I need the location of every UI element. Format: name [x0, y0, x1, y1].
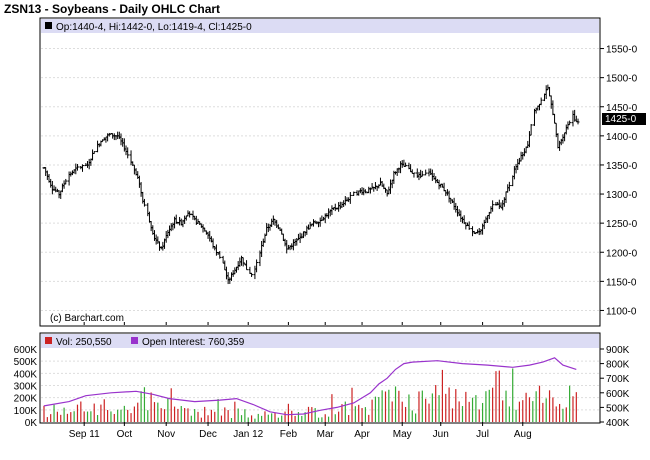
price-legend-swatch [45, 22, 52, 29]
volume-tick-label: 300K [14, 382, 38, 393]
oi-tick-label: 400K [606, 418, 630, 429]
oi-tick-label: 500K [606, 403, 630, 414]
ohlc-bars [42, 84, 580, 285]
price-tick-label: 1400-0 [606, 132, 638, 143]
oi-tick-label: 800K [606, 360, 630, 371]
price-legend: Op:1440-4, Hi:1442-0, Lo:1419-4, Cl:1425… [56, 22, 252, 33]
volume-legend-swatch [45, 337, 52, 344]
price-tick-label: 1150-0 [606, 277, 637, 288]
date-tick-label: Sep 11 [69, 429, 100, 440]
last-price-label: 1425-0 [605, 114, 637, 125]
volume-legend: Vol: 250,550 [56, 337, 112, 348]
date-axis: Sep 11 Oct Nov Dec Jan 12 Feb Mar Apr May Jun Jul A… [69, 322, 532, 440]
price-tick-label: 1500-0 [606, 74, 638, 85]
volume-tick-label: 400K [14, 369, 38, 380]
price-tick-label: 1250-0 [606, 219, 638, 230]
volume-tick-label: 600K [14, 345, 38, 356]
date-tick-label: Mar [317, 429, 335, 440]
date-tick-label: Aug [514, 429, 532, 440]
price-axis: 1550-0 1500-0 1450-0 1400-0 1350-0 1300-0 1250… [600, 45, 638, 317]
oi-legend-swatch [131, 337, 138, 344]
price-tick-label: 1100-0 [606, 306, 637, 317]
price-tick-label: 1300-0 [606, 190, 638, 201]
volume-tick-label: 500K [14, 357, 38, 368]
price-legend-bar [41, 19, 599, 33]
date-tick-label: Jun [433, 429, 449, 440]
oi-tick-label: 700K [606, 374, 630, 385]
oi-legend: Open Interest: 760,359 [142, 337, 245, 348]
date-tick-label: Apr [354, 429, 370, 440]
date-tick-label: Dec [199, 429, 217, 440]
oi-tick-label: 900K [606, 345, 630, 356]
date-tick-label: Oct [117, 429, 133, 440]
volume-tick-label: 0K [25, 418, 38, 429]
open-interest-line [43, 357, 577, 416]
price-tick-label: 1550-0 [606, 45, 638, 56]
date-tick-label: Nov [157, 429, 175, 440]
price-tick-label: 1200-0 [606, 248, 638, 259]
date-tick-label: Jul [476, 429, 489, 440]
date-tick-label: Feb [280, 429, 298, 440]
chart-title: ZSN13 - Soybeans - Daily OHLC Chart [4, 2, 220, 16]
last-price-box [602, 113, 646, 125]
date-tick-label: May [393, 429, 412, 440]
watermark: (c) Barchart.com [50, 313, 124, 324]
price-tick-label: 1450-0 [606, 103, 638, 114]
volume-tick-label: 200K [14, 394, 38, 405]
volume-bars [43, 368, 577, 422]
date-tick-label: Jan 12 [233, 429, 263, 440]
volume-tick-label: 100K [14, 406, 38, 417]
price-tick-label: 1350-0 [606, 161, 638, 172]
price-panel [39, 17, 601, 327]
volume-legend-bar [41, 334, 599, 348]
volume-axis-right: 900K 800K 700K 600K 500K 400K [600, 345, 630, 429]
oi-tick-label: 600K [606, 389, 630, 400]
